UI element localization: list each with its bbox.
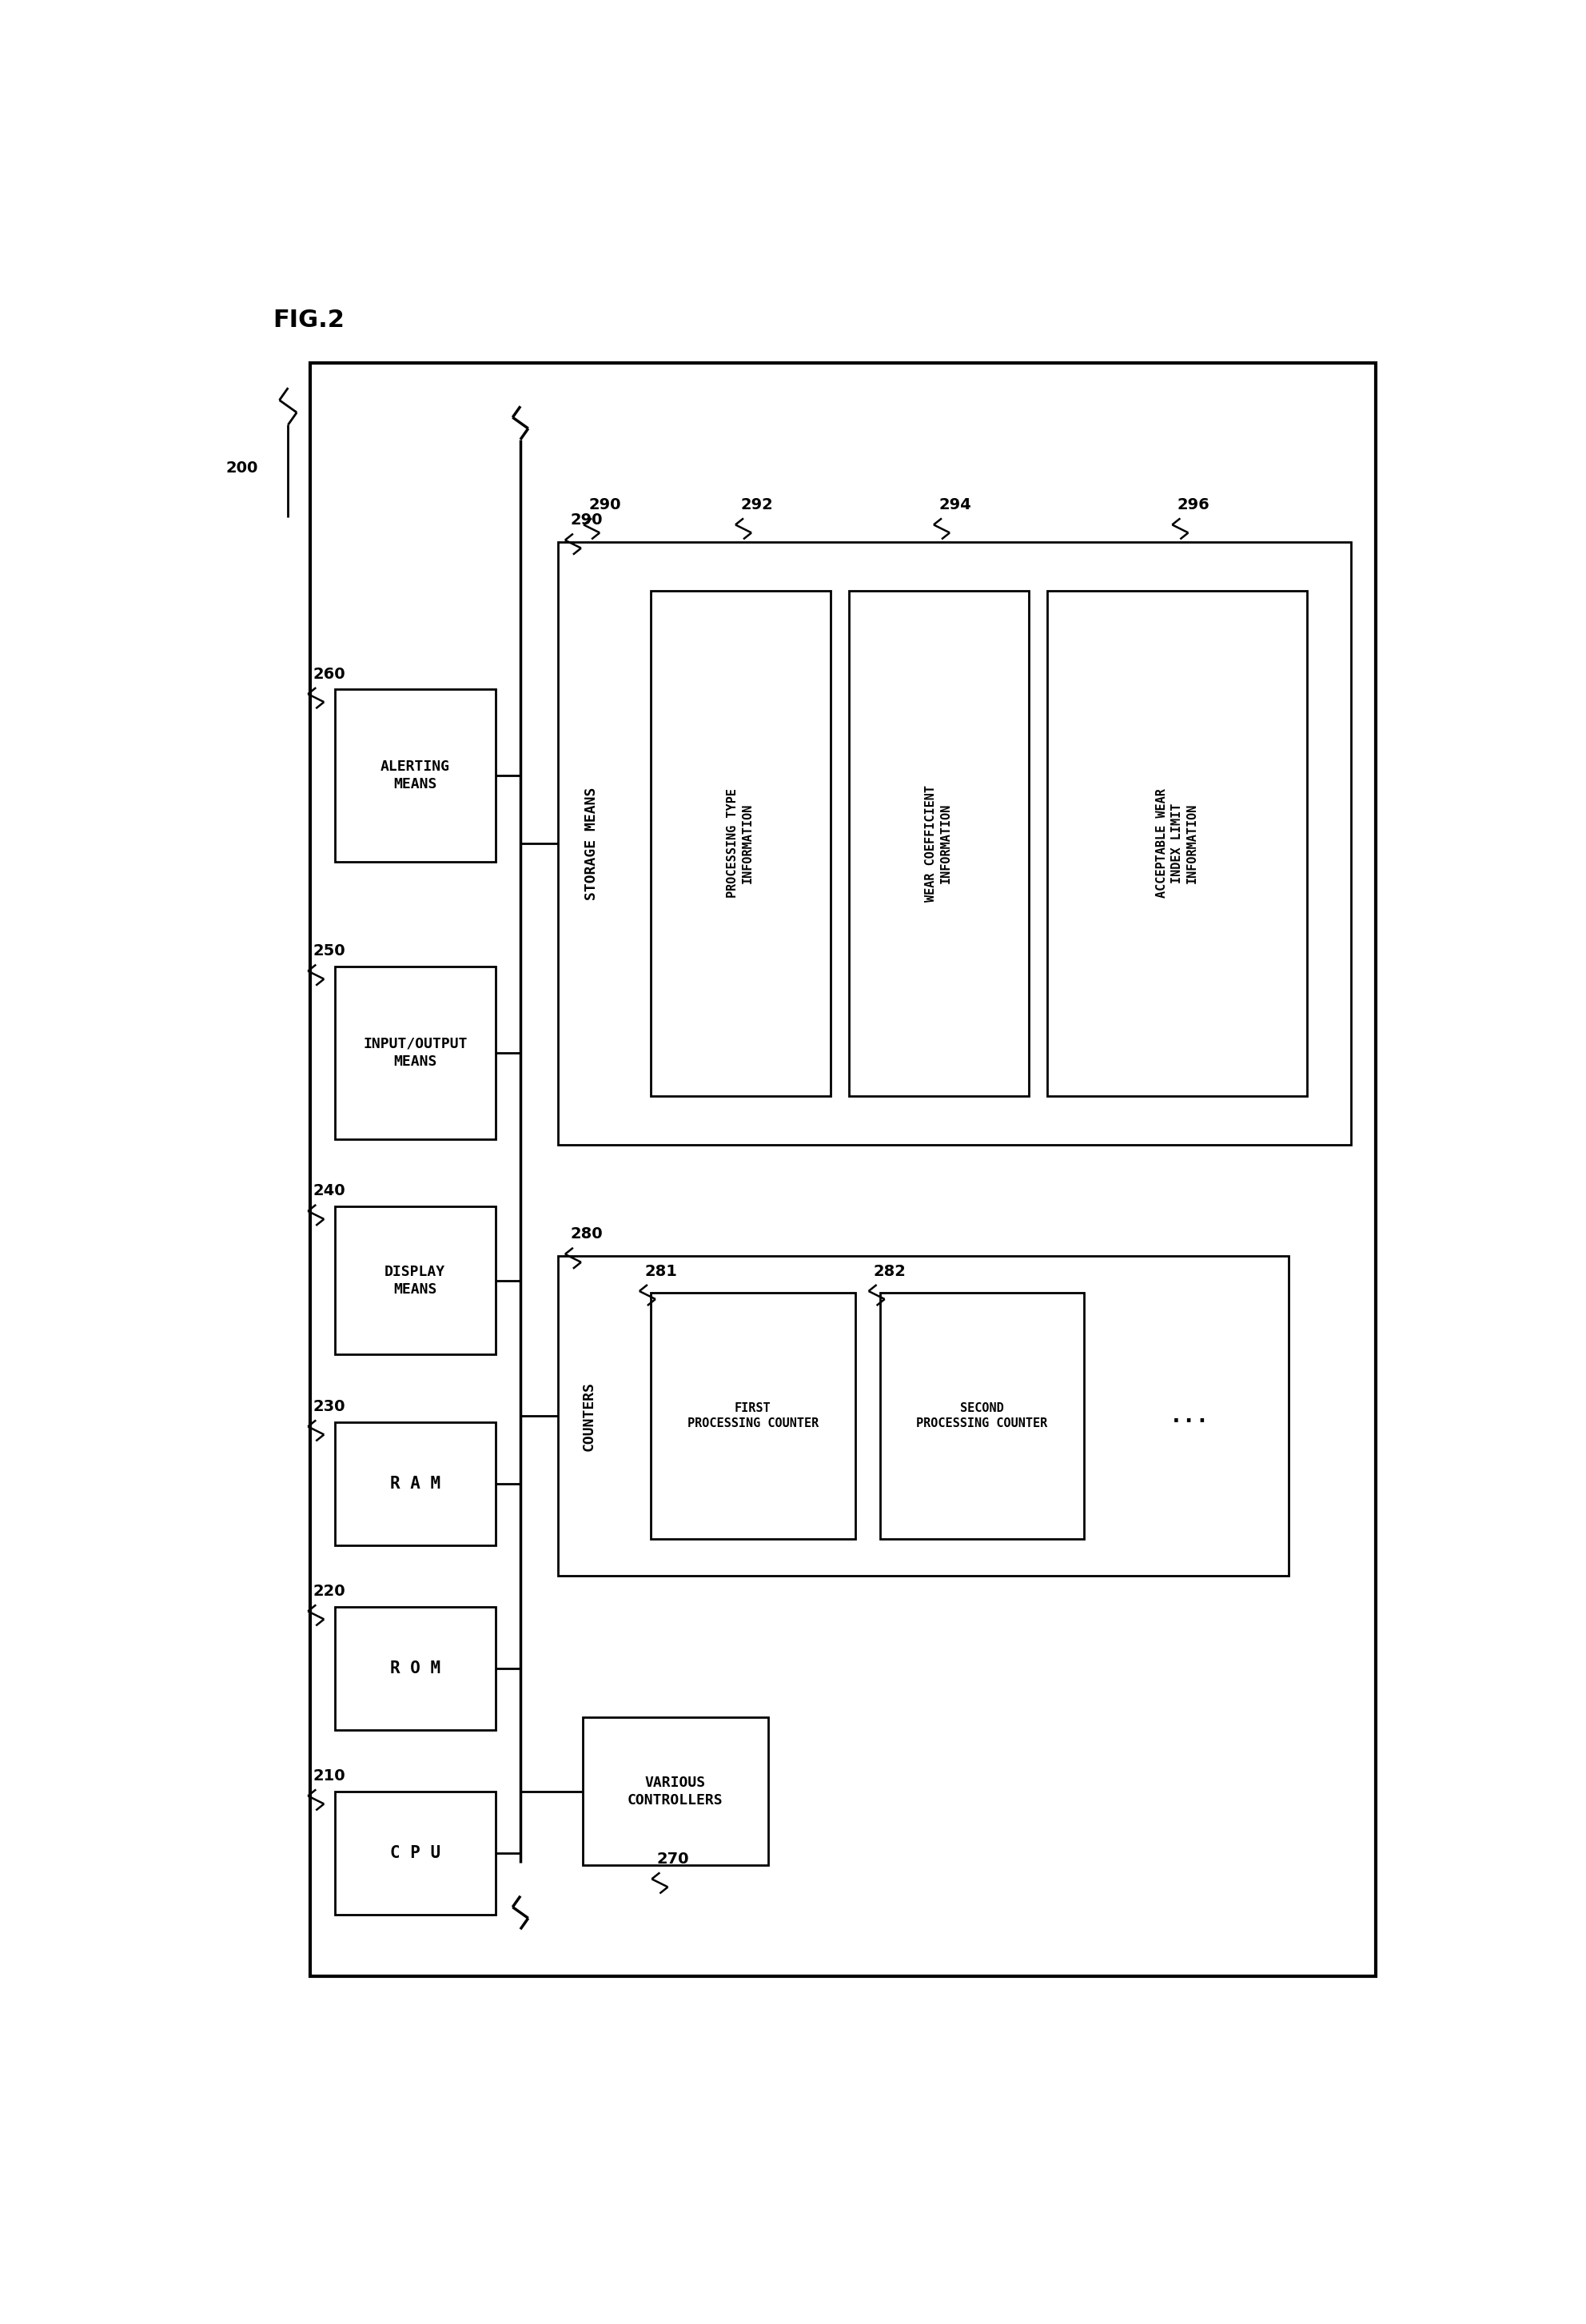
Text: 260: 260 [312, 667, 346, 681]
Text: 210: 210 [312, 1769, 346, 1783]
Text: ACCEPTABLE WEAR
INDEX LIMIT
INFORMATION: ACCEPTABLE WEAR INDEX LIMIT INFORMATION [1156, 788, 1197, 897]
Bar [558, 541, 1351, 1146]
Bar [650, 590, 829, 1095]
Text: 290: 290 [588, 497, 622, 511]
Text: R O M: R O M [390, 1659, 441, 1676]
Bar [335, 1792, 496, 1915]
Text: 292: 292 [741, 497, 772, 511]
Text: 290: 290 [569, 514, 603, 528]
Bar [335, 1206, 496, 1355]
Bar [335, 967, 496, 1139]
Text: ALERTING
MEANS: ALERTING MEANS [381, 760, 450, 792]
Text: PROCESSING TYPE
INFORMATION: PROCESSING TYPE INFORMATION [726, 788, 753, 897]
Text: 281: 281 [644, 1264, 677, 1278]
Bar [582, 1717, 768, 1866]
Bar [849, 590, 1028, 1095]
Text: INPUT/OUTPUT
MEANS: INPUT/OUTPUT MEANS [363, 1037, 468, 1069]
Text: VARIOUS
CONTROLLERS: VARIOUS CONTROLLERS [628, 1776, 723, 1808]
Text: 200: 200 [225, 460, 259, 476]
Text: COUNTERS: COUNTERS [582, 1380, 596, 1450]
Text: 270: 270 [657, 1852, 688, 1866]
Bar [558, 1255, 1289, 1576]
Text: 280: 280 [569, 1227, 603, 1241]
Text: 250: 250 [312, 944, 346, 960]
Text: ...: ... [1169, 1404, 1210, 1427]
Text: SECOND
PROCESSING COUNTER: SECOND PROCESSING COUNTER [917, 1401, 1048, 1429]
Text: 294: 294 [939, 497, 971, 511]
Text: STORAGE MEANS: STORAGE MEANS [585, 788, 600, 899]
Bar [309, 363, 1375, 1975]
Text: 220: 220 [312, 1583, 346, 1599]
Bar [880, 1292, 1085, 1538]
Text: R A M: R A M [390, 1476, 441, 1492]
Text: C P U: C P U [390, 1845, 441, 1862]
Text: 296: 296 [1177, 497, 1210, 511]
Bar [335, 690, 496, 862]
Text: FIRST
PROCESSING COUNTER: FIRST PROCESSING COUNTER [687, 1401, 818, 1429]
Text: FIG.2: FIG.2 [273, 309, 344, 332]
Text: 230: 230 [312, 1399, 346, 1415]
Bar [650, 1292, 855, 1538]
Text: 240: 240 [312, 1183, 346, 1199]
Text: WEAR COEFFICIENT
INFORMATION: WEAR COEFFICIENT INFORMATION [925, 786, 952, 902]
Bar [335, 1606, 496, 1729]
Bar [1047, 590, 1307, 1095]
Bar [335, 1422, 496, 1545]
Text: DISPLAY
MEANS: DISPLAY MEANS [385, 1264, 446, 1297]
Text: 282: 282 [874, 1264, 906, 1278]
